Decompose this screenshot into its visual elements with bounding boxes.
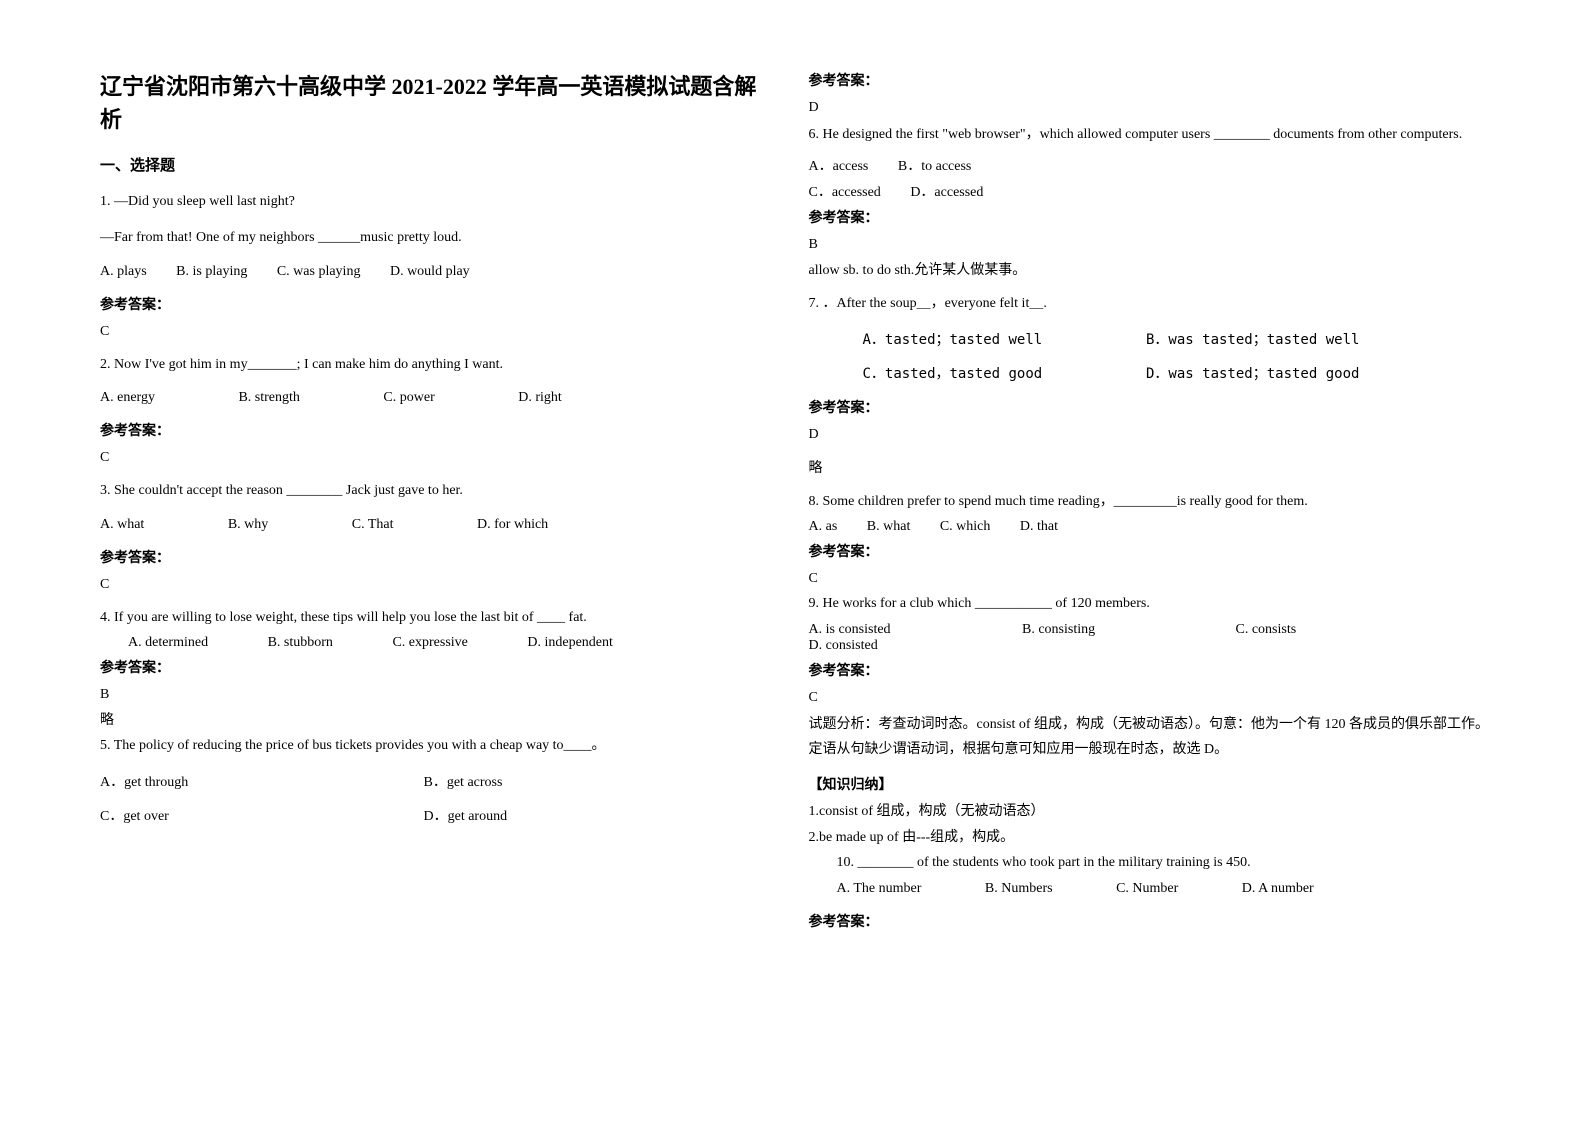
q3-opt-b: B. why: [228, 517, 268, 533]
q9-explanation: 试题分析：考查动词时态。consist of 组成，构成（无被动语态）。句意：他…: [809, 712, 1498, 762]
q5-options-row1: A．get through B．get across: [100, 771, 769, 791]
q4-answer-label: 参考答案：: [100, 657, 769, 677]
left-column: 辽宁省沈阳市第六十高级中学 2021-2022 学年高一英语模拟试题含解析 一、…: [100, 70, 799, 1082]
q10-opt-a: A. The number: [837, 881, 922, 897]
ans-label-top: 参考答案：: [809, 70, 1498, 90]
q3-answer-label: 参考答案：: [100, 547, 769, 567]
q9-opt-b: B. consisting: [1022, 622, 1192, 638]
q9-stem: 9. He works for a club which ___________…: [809, 593, 1498, 615]
q4-opt-a: A. determined: [128, 635, 208, 651]
q2-options: A. energy B. strength C. power D. right: [100, 390, 769, 406]
q6-opt-c: C．accessed: [809, 181, 881, 201]
q3-opt-d: D. for which: [477, 517, 548, 533]
right-column: 参考答案： D 6. He designed the first "web br…: [799, 70, 1498, 1082]
q1-options: A. plays B. is playing C. was playing D.…: [100, 264, 769, 280]
knowledge-label: 【知识归纳】: [809, 774, 1498, 794]
q3-opt-c: C. That: [352, 517, 394, 533]
q7-note: 略: [809, 457, 1498, 477]
q2-opt-d: D. right: [518, 390, 562, 406]
q8-answer: C: [809, 571, 1498, 587]
q10-answer-label: 参考答案：: [809, 911, 1498, 931]
q7-opt-a: A．tasted；tasted well: [863, 329, 1103, 349]
q1-opt-c: C. was playing: [277, 264, 361, 280]
q1-opt-d: D. would play: [390, 264, 470, 280]
q4-opt-c: C. expressive: [392, 635, 467, 651]
q1-stem-1: 1. —Did you sleep well last night?: [100, 191, 769, 213]
q2-stem: 2. Now I've got him in my_______; I can …: [100, 354, 769, 376]
q9-opt-c: C. consists: [1236, 622, 1406, 638]
q7-options-row1: A．tasted；tasted well B．was tasted；tasted…: [809, 329, 1498, 349]
q2-answer: C: [100, 450, 769, 466]
q7-stem: 7. ．After the soup＿，everyone felt it＿.: [809, 293, 1498, 315]
q4-opt-b: B. stubborn: [268, 635, 333, 651]
q5-opt-c: C．get over: [100, 805, 380, 825]
q10-opt-b: B. Numbers: [985, 881, 1053, 897]
q5-stem: 5. The policy of reducing the price of b…: [100, 735, 769, 757]
q7-options-row2: C．tasted，tasted good D．was tasted；tasted…: [809, 363, 1498, 383]
q7-opt-c: C．tasted，tasted good: [863, 363, 1103, 383]
knowledge-2: 2.be made up of 由---组成，构成。: [809, 826, 1498, 846]
q9-opt-a: A. is consisted: [809, 622, 979, 638]
q1-opt-a: A. plays: [100, 264, 147, 280]
q4-options: A. determined B. stubborn C. expressive …: [100, 635, 769, 651]
q8-opt-a: A. as: [809, 519, 838, 535]
q8-stem: 8. Some children prefer to spend much ti…: [809, 491, 1498, 513]
q7-answer: D: [809, 427, 1498, 443]
q10-stem: 10. ________ of the students who took pa…: [809, 852, 1498, 874]
q7-opt-d: D．was tasted；tasted good: [1146, 363, 1359, 383]
q1-answer-label: 参考答案：: [100, 294, 769, 314]
q5-options-row2: C．get over D．get around: [100, 805, 769, 825]
q8-answer-label: 参考答案：: [809, 541, 1498, 561]
q2-opt-a: A. energy: [100, 390, 155, 406]
q8-opt-d: D. that: [1020, 519, 1058, 535]
q5-answer: D: [809, 100, 1498, 116]
q10-opt-c: C. Number: [1116, 881, 1178, 897]
q4-opt-d: D. independent: [527, 635, 613, 651]
q5-opt-b: B．get across: [424, 771, 503, 791]
q2-opt-b: B. strength: [238, 390, 299, 406]
q7-opt-b: B．was tasted；tasted well: [1146, 329, 1359, 349]
q6-options-row1: A．access B．to access: [809, 155, 1498, 175]
q6-options-row2: C．accessed D．accessed: [809, 181, 1498, 201]
q6-answer-label: 参考答案：: [809, 207, 1498, 227]
q8-opt-c: C. which: [940, 519, 991, 535]
q1-answer: C: [100, 324, 769, 340]
q1-stem-2: —Far from that! One of my neighbors ____…: [100, 227, 769, 249]
q6-opt-d: D．accessed: [910, 181, 983, 201]
q3-answer: C: [100, 577, 769, 593]
q6-answer: B: [809, 237, 1498, 253]
q2-answer-label: 参考答案：: [100, 420, 769, 440]
q9-answer: C: [809, 690, 1498, 706]
q8-opt-b: B. what: [867, 519, 911, 535]
q5-opt-a: A．get through: [100, 771, 380, 791]
q3-stem: 3. She couldn't accept the reason ______…: [100, 480, 769, 502]
q6-opt-a: A．access: [809, 155, 869, 175]
q4-answer: B: [100, 687, 769, 703]
q4-stem: 4. If you are willing to lose weight, th…: [100, 607, 769, 629]
q9-opt-d: D. consisted: [809, 638, 878, 654]
q3-opt-a: A. what: [100, 517, 144, 533]
q4-note: 略: [100, 709, 769, 729]
section-heading: 一、选择题: [100, 154, 769, 175]
q8-options: A. as B. what C. which D. that: [809, 519, 1498, 535]
q6-stem: 6. He designed the first "web browser"，w…: [809, 122, 1498, 149]
q7-answer-label: 参考答案：: [809, 397, 1498, 417]
q2-opt-c: C. power: [383, 390, 434, 406]
q10-options: A. The number B. Numbers C. Number D. A …: [809, 881, 1498, 897]
page-title: 辽宁省沈阳市第六十高级中学 2021-2022 学年高一英语模拟试题含解析: [100, 70, 769, 136]
q1-opt-b: B. is playing: [176, 264, 247, 280]
q6-opt-b: B．to access: [898, 155, 971, 175]
q3-options: A. what B. why C. That D. for which: [100, 517, 769, 533]
q10-opt-d: D. A number: [1242, 881, 1314, 897]
q5-opt-d: D．get around: [424, 805, 508, 825]
knowledge-1: 1.consist of 组成，构成（无被动语态）: [809, 800, 1498, 820]
q9-answer-label: 参考答案：: [809, 660, 1498, 680]
q9-options: A. is consisted B. consisting C. consist…: [809, 622, 1498, 654]
q6-note: allow sb. to do sth.允许某人做某事。: [809, 259, 1498, 279]
